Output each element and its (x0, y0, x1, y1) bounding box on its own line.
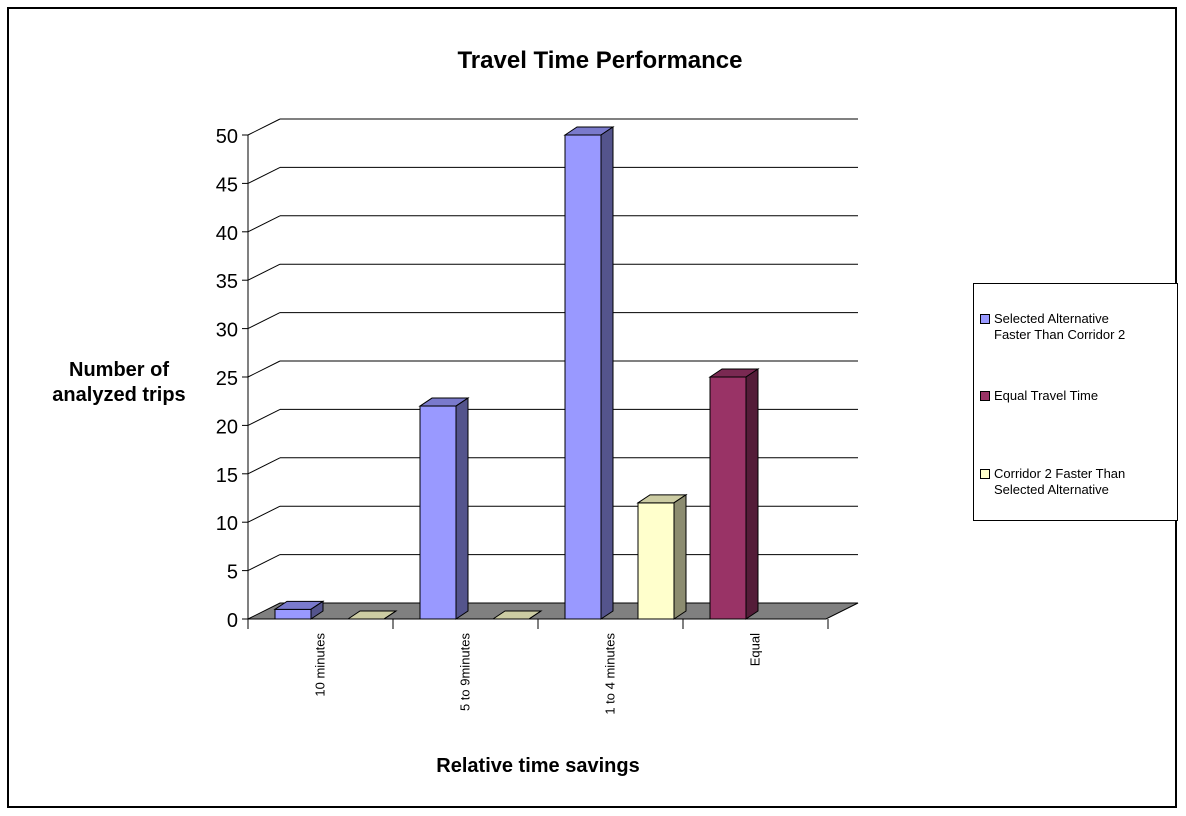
bar (708, 368, 760, 620)
plot-area (247, 118, 858, 572)
y-axis-label-line-1: Number of (69, 359, 169, 381)
gridline-diagonal (247, 215, 281, 233)
bar-front (274, 608, 312, 620)
gridline-diagonal (247, 505, 281, 523)
y-tick-label: 10 (216, 513, 238, 535)
y-tick-label: 50 (216, 126, 238, 148)
legend-label: Equal Travel Time (994, 388, 1099, 403)
gridline-diagonal (247, 312, 281, 330)
legend: Selected Alternative Faster Than Corrido… (973, 283, 1178, 521)
gridline-diagonal (247, 118, 281, 136)
y-tick-label: 40 (216, 223, 238, 245)
gridline-diagonal (247, 408, 281, 426)
x-tick-label: Equal (748, 633, 763, 666)
legend-swatch (980, 391, 990, 401)
legend-item-corridor-2-faster: Corridor 2 Faster Than Selected Alternat… (980, 466, 1125, 498)
legend-label: Corridor 2 Faster Than Selected Alternat… (994, 466, 1126, 497)
y-tick-label: 25 (216, 368, 238, 390)
legend-swatch (980, 469, 990, 479)
y-axis-label-line-2: analyzed trips (52, 384, 185, 406)
bar-side (745, 368, 759, 620)
x-tick-label: 5 to 9minutes (458, 633, 473, 712)
y-tick-labels: 0 5 10 15 20 25 30 35 40 45 50 (216, 126, 238, 632)
y-tick-label: 0 (227, 610, 238, 632)
legend-item-equal-travel-time: Equal Travel Time (980, 388, 1098, 404)
y-tick-label: 15 (216, 465, 238, 487)
chart-title: Travel Time Performance (457, 47, 742, 74)
x-tick-label: 1 to 4 minutes (603, 633, 618, 715)
y-tick-label: 20 (216, 416, 238, 438)
bar-side (528, 610, 542, 620)
x-tick-labels: 10 minutes 5 to 9minutes 1 to 4 minutes Equ… (313, 633, 763, 715)
y-tick-label: 35 (216, 271, 238, 293)
bar (491, 610, 543, 620)
bar-side (383, 610, 397, 620)
bar (273, 600, 325, 620)
legend-label: Selected Alternative Faster Than Corrido… (994, 311, 1126, 342)
bar (418, 397, 470, 620)
bar (636, 493, 688, 620)
bar-side (455, 397, 469, 620)
legend-item-selected-alternative-faster: Selected Alternative Faster Than Corrido… (980, 311, 1125, 343)
gridline-diagonal (247, 457, 281, 475)
bar-front (637, 502, 675, 620)
gridline-diagonal (247, 554, 281, 572)
bar-side (310, 600, 324, 620)
x-axis-label: Relative time savings (436, 755, 639, 777)
y-tick-label: 5 (227, 562, 238, 584)
legend-swatch (980, 314, 990, 324)
bar-side (673, 493, 687, 620)
bar-front (564, 134, 602, 620)
bar-front (709, 376, 747, 620)
y-tick-label: 45 (216, 174, 238, 196)
bar-side (600, 126, 614, 620)
gridline-diagonal (247, 360, 281, 378)
bar-series (273, 126, 760, 620)
bar (346, 610, 398, 620)
floor-plane (247, 602, 859, 620)
bar-front (419, 405, 457, 620)
gridline-diagonal (247, 263, 281, 281)
y-tick-label: 30 (216, 320, 238, 342)
x-tick-label: 10 minutes (313, 633, 328, 697)
chart-floor (247, 602, 859, 620)
bar (563, 126, 615, 620)
gridline-diagonal (247, 166, 281, 184)
